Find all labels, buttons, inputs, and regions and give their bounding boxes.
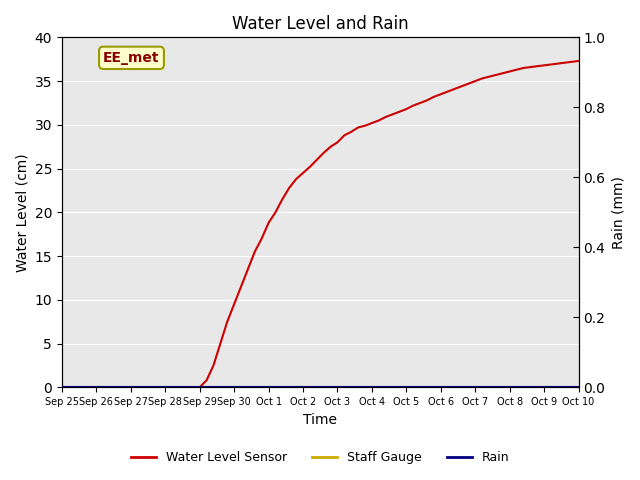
Title: Water Level and Rain: Water Level and Rain xyxy=(232,15,408,33)
X-axis label: Time: Time xyxy=(303,413,337,427)
Legend: Water Level Sensor, Staff Gauge, Rain: Water Level Sensor, Staff Gauge, Rain xyxy=(125,446,515,469)
Text: EE_met: EE_met xyxy=(103,51,160,65)
Y-axis label: Water Level (cm): Water Level (cm) xyxy=(15,153,29,272)
Y-axis label: Rain (mm): Rain (mm) xyxy=(611,176,625,249)
